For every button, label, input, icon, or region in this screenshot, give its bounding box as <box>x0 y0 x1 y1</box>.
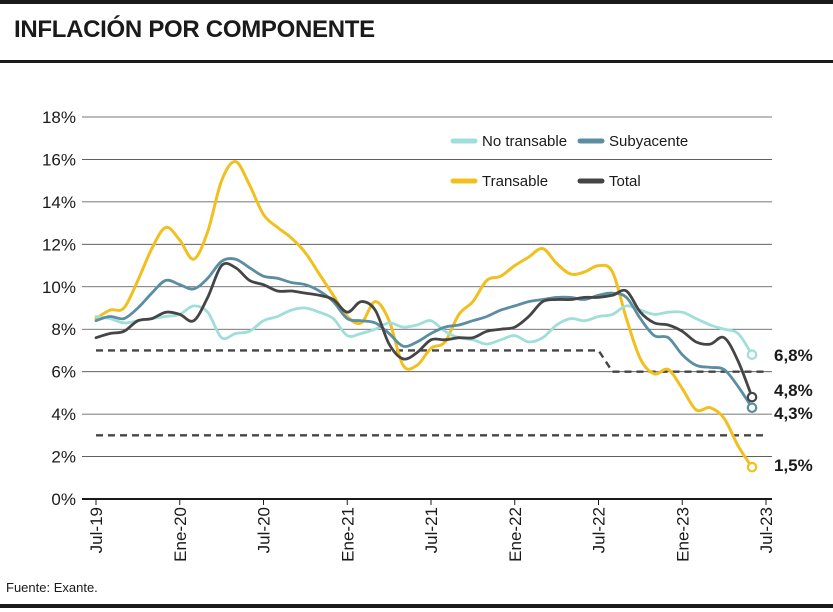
end-marker-total <box>746 391 758 403</box>
end-value-label-total: 4,8% <box>774 381 813 400</box>
y-tick-label: 4% <box>51 405 76 424</box>
end-marker-transable <box>746 461 758 473</box>
gridlines <box>82 116 772 500</box>
series-line-total <box>94 262 754 399</box>
end-value-label-no_transable: 6,8% <box>774 346 813 365</box>
legend-label-total: Total <box>609 173 641 190</box>
legend-label-subyacente: Subyacente <box>609 133 688 150</box>
legend-label-no_transable: No transable <box>482 133 567 150</box>
target-band-upper <box>96 349 766 373</box>
y-tick-label: 18% <box>42 108 76 127</box>
series-lines <box>94 160 754 469</box>
y-tick-label: 8% <box>51 320 76 339</box>
end-value-label-transable: 1,5% <box>774 456 813 475</box>
series-line-no_transable <box>94 304 754 357</box>
end-marker-no_transable <box>746 349 758 360</box>
x-tick-label: Jul-23 <box>757 507 776 553</box>
top-rule <box>0 0 833 4</box>
x-tick-label: Jul-21 <box>422 507 441 553</box>
x-axis-tick-labels: Jul-19 Ene-20 Jul-20 Ene-21 Jul-21 Ene-22 Jul-… <box>87 499 776 562</box>
y-tick-label: 10% <box>42 278 76 297</box>
series-line-transable <box>94 160 754 469</box>
x-tick-label: Ene-23 <box>673 507 692 562</box>
source-note: Fuente: Exante. <box>6 580 98 595</box>
y-tick-label: 14% <box>42 193 76 212</box>
x-tick-label: Ene-20 <box>171 507 190 562</box>
x-tick-label: Ene-22 <box>506 507 525 562</box>
bottom-rule <box>0 604 833 608</box>
x-tick-label: Ene-21 <box>338 507 357 562</box>
title-underline <box>0 60 833 63</box>
end-point-markers: 1,5% 6,8% 4,3% 4,8% <box>746 346 813 475</box>
end-marker-subyacente <box>746 402 758 414</box>
y-tick-label: 6% <box>51 363 76 382</box>
chart-title: INFLACIÓN POR COMPONENTE <box>14 16 375 43</box>
y-tick-label: 2% <box>51 448 76 467</box>
legend: No transable Subyacente Transable Total <box>450 133 688 190</box>
target-band <box>96 349 766 437</box>
series-line-subyacente <box>94 257 754 410</box>
end-value-label-subyacente: 4,3% <box>774 404 813 423</box>
y-axis-tick-labels: 0% 2% 4% 6% 8% 10% 12% 14% 16% 18% <box>42 108 76 509</box>
x-tick-label: Jul-19 <box>87 507 106 553</box>
y-tick-label: 16% <box>42 150 76 169</box>
y-tick-label: 0% <box>51 490 76 509</box>
x-tick-label: Jul-22 <box>590 507 609 553</box>
legend-label-transable: Transable <box>482 173 548 190</box>
x-tick-label: Jul-20 <box>255 507 274 553</box>
y-tick-label: 12% <box>42 235 76 254</box>
